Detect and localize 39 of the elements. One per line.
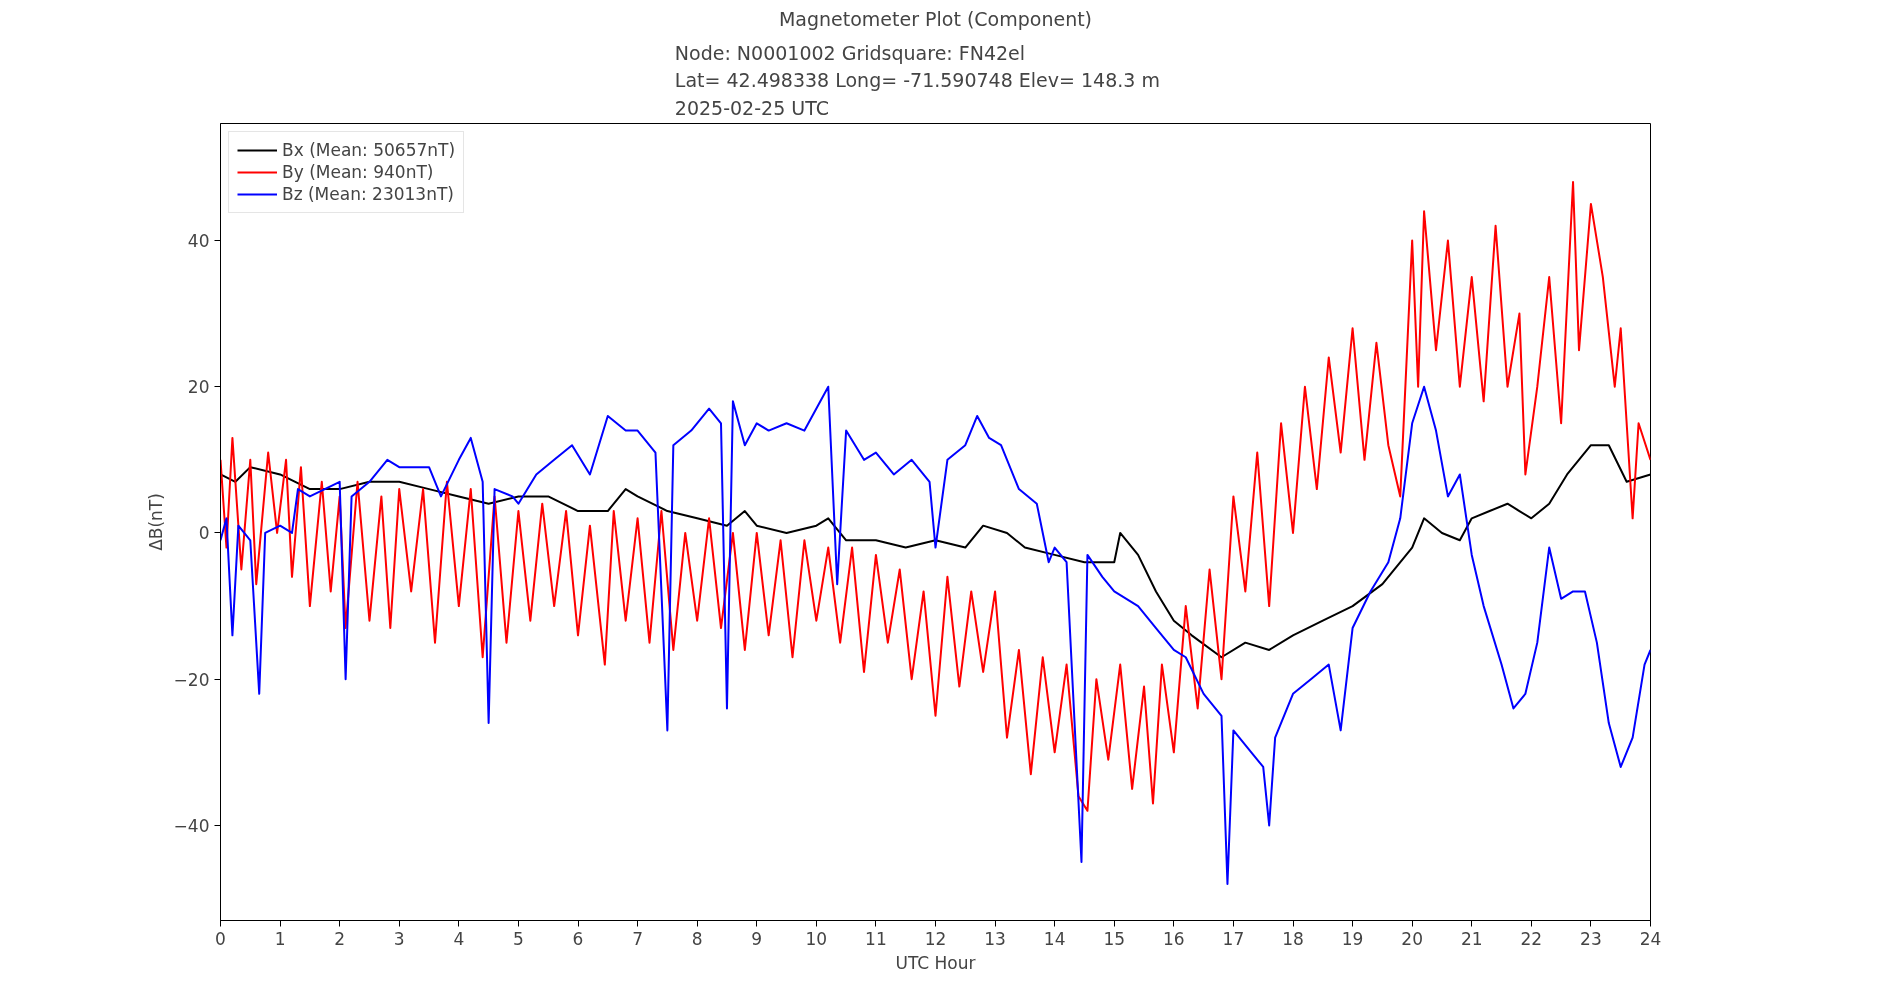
- x-tick-label: 9: [751, 928, 763, 949]
- x-tick-label: 17: [1222, 928, 1245, 949]
- line-series: [220, 181, 1651, 812]
- y-axis-title: ΔB(nT): [145, 493, 166, 551]
- x-tick-label: 19: [1341, 928, 1364, 949]
- x-tick-label: 6: [572, 928, 584, 949]
- x-tick-label: 23: [1580, 928, 1602, 949]
- x-tick-label: 12: [924, 928, 947, 949]
- y-tick-label: 40: [187, 230, 210, 251]
- x-tick-label: 5: [513, 928, 524, 949]
- x-tick-label: 11: [865, 928, 887, 949]
- x-tick-label: 1: [274, 928, 286, 949]
- y-tick-label: 20: [187, 377, 210, 398]
- x-tick-label: 15: [1103, 928, 1126, 949]
- x-tick-label: 10: [805, 928, 828, 949]
- x-axis-title: UTC Hour: [895, 952, 976, 973]
- x-tick-label: 24: [1639, 928, 1662, 949]
- x-tick-label: 20: [1401, 928, 1423, 949]
- x-tick-label: 3: [393, 928, 405, 949]
- chart-title: Magnetometer Plot (Component): [778, 7, 1093, 30]
- x-tick-label: 4: [453, 928, 465, 949]
- x-tick-label: 7: [632, 928, 643, 949]
- legend-label: By (Mean: 940nT): [282, 162, 434, 182]
- y-tick-label: −20: [173, 669, 210, 690]
- x-tick-label: 14: [1043, 928, 1066, 949]
- x-tick-label: 16: [1163, 928, 1185, 949]
- x-tick-label: 18: [1282, 928, 1304, 949]
- chart-subtitle: Node: N0001002 Gridsquare: FN42el Lat= 42.498338 Long= -71.590748 Elev= 148.3 m 2025-02-25 UTC: [674, 41, 1160, 119]
- legend-label: Bz (Mean: 23013nT): [282, 184, 454, 204]
- x-tick-label: 13: [984, 928, 1006, 949]
- legend-label: Bx (Mean: 50657nT): [282, 140, 456, 160]
- x-tick-label: 22: [1520, 928, 1543, 949]
- x-tick-label: 0: [215, 928, 226, 949]
- x-tick-label: 2: [334, 928, 346, 949]
- y-tick-label: −40: [173, 815, 210, 836]
- x-tick-label: 21: [1460, 928, 1483, 949]
- y-tick-label: 0: [198, 523, 210, 544]
- x-tick-label: 8: [691, 928, 703, 949]
- line-series: [220, 385, 1651, 885]
